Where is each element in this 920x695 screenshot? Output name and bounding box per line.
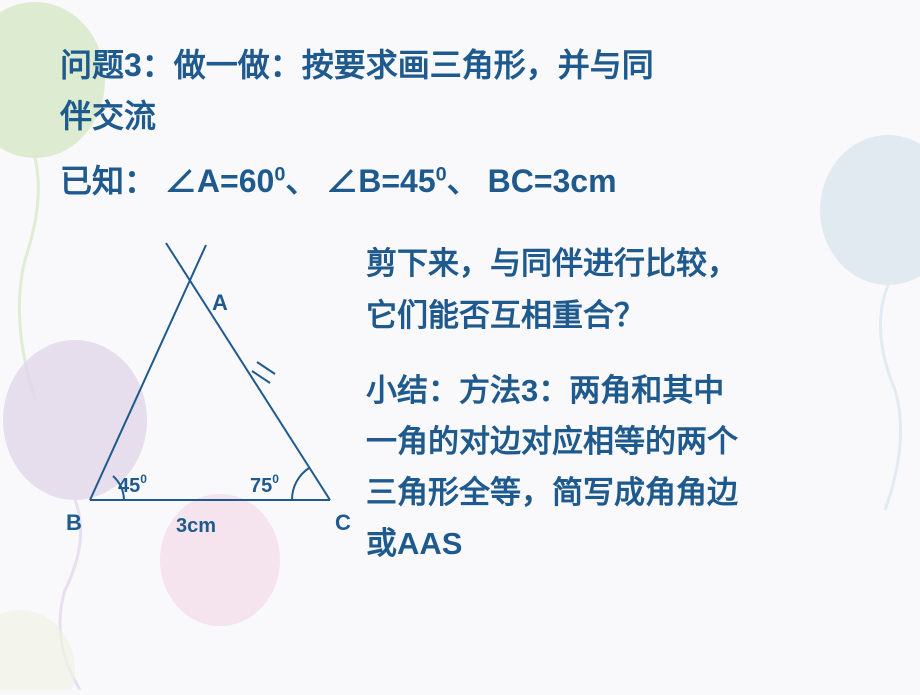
given-angle-a: ∠A=60	[165, 163, 274, 199]
deg-sup-1: 0	[274, 164, 285, 186]
angle-b-value: 450	[118, 472, 147, 497]
summary-paragraph: 小结：方法3：两角和其中 一角的对边对应相等的两个 三角形全等，简写成角角边 或…	[366, 365, 870, 570]
given-side: BC=3cm	[488, 163, 617, 199]
summary-line2: 一角的对边对应相等的两个	[366, 424, 738, 459]
question-line1: 问题3：做一做：按要求画三角形，并与同	[60, 47, 654, 83]
question-line2: 伴交流	[60, 98, 156, 134]
angle-c-value: 750	[250, 472, 279, 497]
compare-line1: 剪下来，与同伴进行比较，	[366, 246, 738, 281]
summary-line4: 或AAS	[366, 526, 462, 561]
sep2: 、	[447, 163, 479, 199]
compare-paragraph: 剪下来，与同伴进行比较， 它们能否互相重合？	[366, 238, 870, 340]
question-text: 问题3：做一做：按要求画三角形，并与同 伴交流	[60, 40, 870, 142]
summary-line1: 小结：方法3：两角和其中	[366, 373, 724, 408]
given-prefix: 已知：	[60, 163, 156, 199]
summary-line3: 三角形全等，简写成角角边	[366, 475, 738, 510]
triangle-diagram: A B C 450 750 3cm	[60, 240, 360, 565]
given-angle-b: ∠B=45	[326, 163, 435, 199]
compare-line2: 它们能否互相重合？	[366, 298, 645, 333]
deg-sup-2: 0	[436, 164, 447, 186]
vertex-b-label: B	[66, 510, 82, 535]
vertex-a-label: A	[212, 290, 228, 315]
given-conditions: 已知： ∠A=600、 ∠B=450、 BC=3cm	[60, 156, 870, 202]
sep1: 、	[285, 163, 317, 199]
base-length-label: 3cm	[176, 515, 216, 537]
vertex-c-label: C	[335, 510, 351, 535]
